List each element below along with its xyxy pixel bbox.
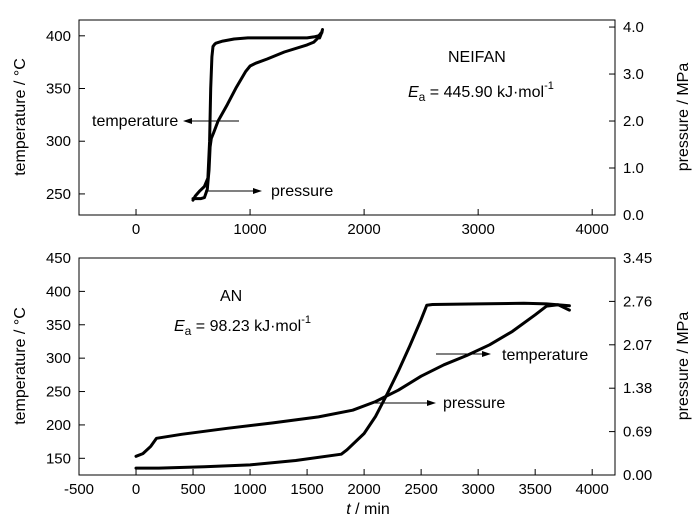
top-right-tick-label: 4.0 bbox=[623, 19, 644, 36]
bottom-right-tick-label: 2.76 bbox=[623, 293, 652, 310]
bottom-left-ticks: 150 200 250 300 350 400 450 bbox=[46, 250, 85, 467]
bottom-annotation-label: AN bbox=[220, 288, 242, 305]
bottom-ea-value: = 98.23 kJ·mol bbox=[191, 318, 301, 335]
bottom-right-axis-label: pressure / MPa bbox=[675, 312, 692, 421]
top-x-tick-label: 4000 bbox=[576, 221, 609, 238]
bottom-left-tick-label: 450 bbox=[46, 250, 71, 267]
top-left-ticks: 250 300 350 400 bbox=[46, 28, 85, 203]
bottom-left-tick-label: 250 bbox=[46, 384, 71, 401]
bottom-right-tick-label: 0.00 bbox=[623, 467, 652, 484]
bottom-x-axis-label: t / min bbox=[346, 501, 390, 518]
top-ea-value: = 445.90 kJ·mol bbox=[425, 84, 544, 101]
bottom-temperature-arrow bbox=[436, 351, 491, 357]
bottom-right-tick-label: 2.07 bbox=[623, 337, 652, 354]
bottom-left-tick-label: 350 bbox=[46, 317, 71, 334]
top-x-tick-label: 3000 bbox=[461, 221, 494, 238]
bottom-right-tick-label: 3.45 bbox=[623, 250, 652, 267]
bottom-chart: -500 0 500 1000 1500 2000 2500 3000 3500 4000 150… bbox=[12, 250, 692, 518]
bottom-ea-text: Ea = 98.23 kJ·mol-1 bbox=[174, 314, 311, 338]
top-chart: 0 1000 2000 3000 4000 250 300 350 400 0.0 1.0 2.0… bbox=[12, 19, 692, 238]
bottom-x-tick-label: 1500 bbox=[290, 481, 323, 498]
top-temperature-arrow bbox=[183, 118, 239, 124]
top-left-axis-label: temperature / °C bbox=[12, 58, 29, 176]
bottom-ea-symbol: E bbox=[174, 318, 185, 335]
bottom-x-ticks: -500 0 500 1000 1500 2000 2500 3000 3500 4000 bbox=[64, 469, 609, 498]
top-right-tick-label: 1.0 bbox=[623, 160, 644, 177]
top-left-tick-label: 400 bbox=[46, 28, 71, 45]
bottom-x-tick-label: 3000 bbox=[461, 481, 494, 498]
bottom-x-tick-label: 0 bbox=[132, 481, 140, 498]
bottom-left-axis-label: temperature / °C bbox=[12, 307, 29, 425]
bottom-x-tick-label: 2000 bbox=[347, 481, 380, 498]
bottom-plot-frame bbox=[78, 257, 616, 476]
top-annotation-label: NEIFAN bbox=[448, 49, 506, 66]
bottom-pressure-arrow bbox=[375, 400, 436, 406]
top-x-tick-label: 2000 bbox=[347, 221, 380, 238]
bottom-right-tick-label: 1.38 bbox=[623, 380, 652, 397]
bottom-ea-superscript: -1 bbox=[301, 314, 311, 326]
bottom-series bbox=[134, 301, 571, 470]
bottom-x-tick-label: 3500 bbox=[518, 481, 551, 498]
bottom-x-tick-label: -500 bbox=[64, 481, 94, 498]
top-left-tick-label: 300 bbox=[46, 133, 71, 150]
top-right-axis-label: pressure / MPa bbox=[675, 63, 692, 172]
top-plot-frame bbox=[78, 19, 616, 216]
bottom-ea-subscript: a bbox=[185, 324, 192, 338]
top-ea-subscript: a bbox=[419, 90, 426, 104]
top-right-ticks: 0.0 1.0 2.0 3.0 4.0 bbox=[609, 19, 644, 224]
bottom-x-tick-label: 1000 bbox=[233, 481, 266, 498]
top-ea-symbol: E bbox=[408, 84, 419, 101]
top-temperature-arrow-label: temperature bbox=[92, 113, 178, 130]
top-left-tick-label: 350 bbox=[46, 81, 71, 98]
top-pressure-series-line bbox=[191, 31, 323, 201]
top-ea-superscript: -1 bbox=[544, 80, 554, 92]
bottom-left-tick-label: 200 bbox=[46, 417, 71, 434]
bottom-x-axis-label-italic: t bbox=[346, 501, 351, 518]
top-left-tick-label: 250 bbox=[46, 186, 71, 203]
top-pressure-arrow-label: pressure bbox=[271, 183, 333, 200]
bottom-pressure-arrow-label: pressure bbox=[443, 395, 505, 412]
top-right-tick-label: 3.0 bbox=[623, 66, 644, 83]
bottom-x-tick-label: 500 bbox=[181, 481, 206, 498]
top-right-tick-label: 0.0 bbox=[623, 207, 644, 224]
top-x-tick-label: 0 bbox=[132, 221, 140, 238]
bottom-pressure-series-line bbox=[134, 301, 571, 470]
bottom-x-axis-label-rest: / min bbox=[351, 501, 390, 518]
bottom-x-tick-label: 2500 bbox=[404, 481, 437, 498]
top-temperature-series-line bbox=[191, 28, 324, 202]
bottom-right-ticks: 0.00 0.69 1.38 2.07 2.76 3.45 bbox=[609, 250, 652, 484]
bottom-x-tick-label: 4000 bbox=[576, 481, 609, 498]
bottom-left-tick-label: 400 bbox=[46, 283, 71, 300]
top-right-tick-label: 2.0 bbox=[623, 113, 644, 130]
bottom-left-tick-label: 300 bbox=[46, 350, 71, 367]
top-x-ticks: 0 1000 2000 3000 4000 bbox=[132, 209, 609, 238]
top-series bbox=[191, 28, 324, 202]
top-pressure-arrow bbox=[205, 188, 262, 194]
bottom-left-tick-label: 150 bbox=[46, 450, 71, 467]
top-ea-text: Ea = 445.90 kJ·mol-1 bbox=[408, 80, 554, 104]
bottom-temperature-arrow-label: temperature bbox=[502, 347, 588, 364]
bottom-right-tick-label: 0.69 bbox=[623, 424, 652, 441]
top-x-tick-label: 1000 bbox=[233, 221, 266, 238]
